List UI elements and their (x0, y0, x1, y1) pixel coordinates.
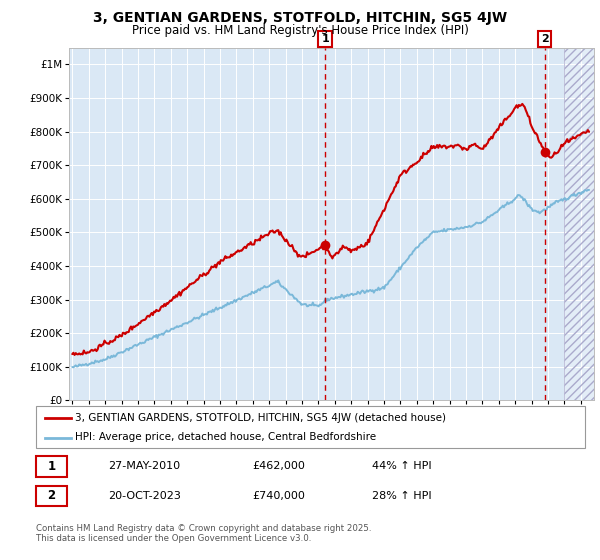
Text: HPI: Average price, detached house, Central Bedfordshire: HPI: Average price, detached house, Cent… (75, 432, 376, 442)
Text: 2: 2 (541, 34, 548, 44)
Text: Price paid vs. HM Land Registry's House Price Index (HPI): Price paid vs. HM Land Registry's House … (131, 24, 469, 36)
Text: 28% ↑ HPI: 28% ↑ HPI (372, 491, 431, 501)
Text: £740,000: £740,000 (252, 491, 305, 501)
Text: 1: 1 (321, 34, 329, 44)
Text: £462,000: £462,000 (252, 461, 305, 472)
Text: 1: 1 (47, 460, 56, 473)
Bar (565, 48, 594, 400)
Text: 3, GENTIAN GARDENS, STOTFOLD, HITCHIN, SG5 4JW: 3, GENTIAN GARDENS, STOTFOLD, HITCHIN, S… (93, 11, 507, 25)
Text: 3, GENTIAN GARDENS, STOTFOLD, HITCHIN, SG5 4JW (detached house): 3, GENTIAN GARDENS, STOTFOLD, HITCHIN, S… (75, 413, 446, 423)
Text: 27-MAY-2010: 27-MAY-2010 (108, 461, 180, 472)
Text: Contains HM Land Registry data © Crown copyright and database right 2025.
This d: Contains HM Land Registry data © Crown c… (36, 524, 371, 543)
Text: 20-OCT-2023: 20-OCT-2023 (108, 491, 181, 501)
Bar (565, 48, 594, 400)
Text: 44% ↑ HPI: 44% ↑ HPI (372, 461, 431, 472)
Text: 2: 2 (47, 489, 56, 502)
